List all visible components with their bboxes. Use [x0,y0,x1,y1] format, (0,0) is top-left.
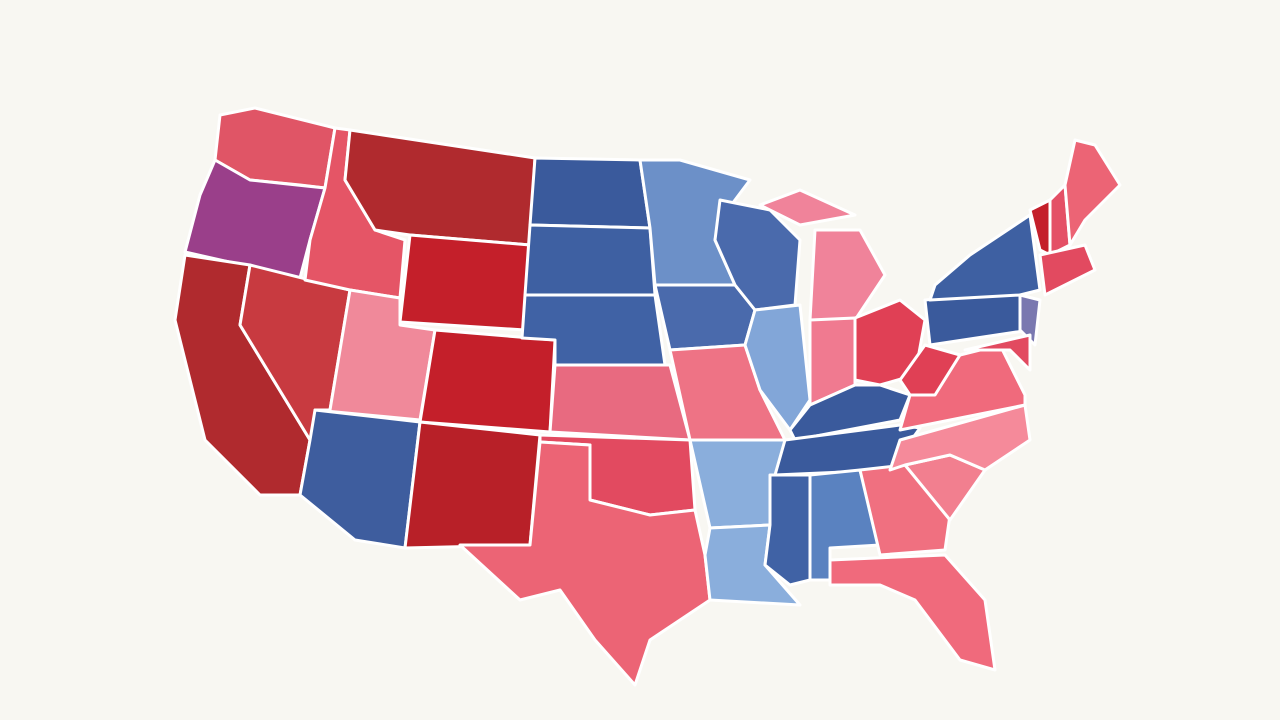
new-mexico [403,420,542,550]
mississippi [763,473,812,587]
maine [1063,138,1122,247]
new-jersey [1018,293,1042,347]
southern-new-england [1038,243,1097,297]
states [173,106,1122,687]
missouri [668,343,787,442]
maryland-delaware [963,333,1032,372]
oregon [183,158,327,280]
wyoming [398,233,532,332]
north-dakota [528,156,652,230]
michigan-upper [758,188,857,227]
kansas [548,363,692,442]
north-carolina [888,403,1032,472]
new-york [928,213,1042,302]
colorado [418,328,557,434]
south-dakota [523,223,657,297]
west-virginia [898,343,962,397]
texas [458,440,712,687]
michigan-lower [808,228,887,322]
florida [828,553,997,672]
iowa [653,283,757,352]
